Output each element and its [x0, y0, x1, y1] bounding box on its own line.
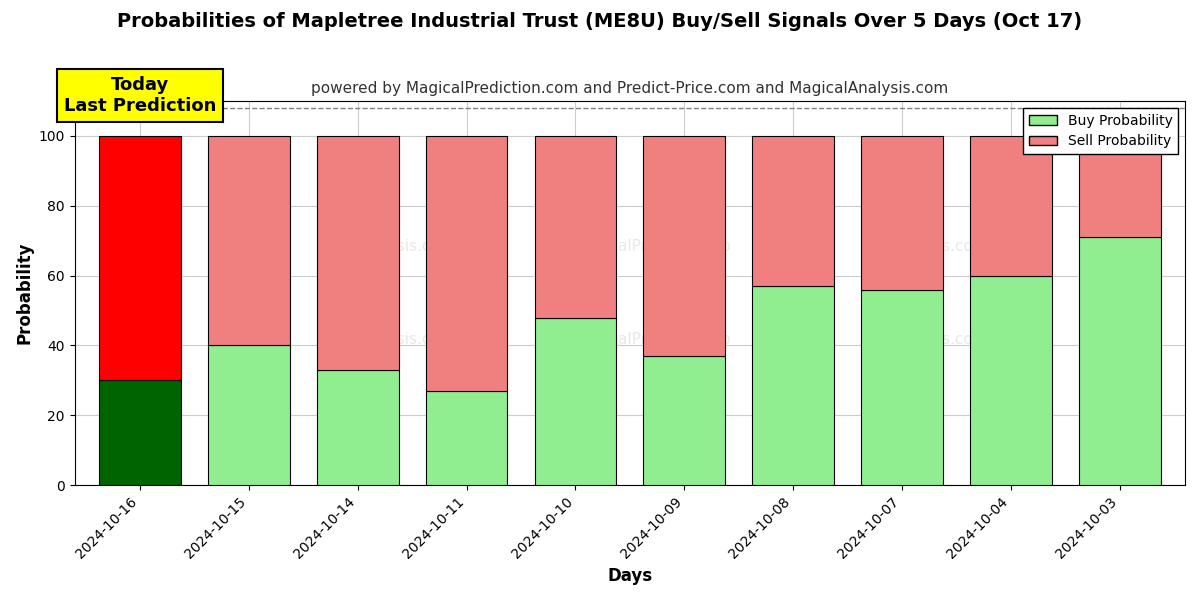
- Bar: [752, 136, 834, 286]
- Bar: [1079, 237, 1160, 485]
- Text: MagicalPrediction.co: MagicalPrediction.co: [574, 332, 731, 347]
- Bar: [317, 136, 398, 370]
- Title: powered by MagicalPrediction.com and Predict-Price.com and MagicalAnalysis.com: powered by MagicalPrediction.com and Pre…: [311, 80, 948, 95]
- Bar: [426, 391, 508, 485]
- Bar: [534, 317, 617, 485]
- Text: MagicalPrediction.co: MagicalPrediction.co: [574, 239, 731, 254]
- Bar: [970, 136, 1051, 275]
- Bar: [643, 136, 725, 356]
- Bar: [426, 136, 508, 391]
- X-axis label: Days: Days: [607, 567, 653, 585]
- Legend: Buy Probability, Sell Probability: Buy Probability, Sell Probability: [1024, 108, 1178, 154]
- Text: calAnalysis.co: calAnalysis.co: [331, 332, 439, 347]
- Bar: [208, 346, 289, 485]
- Bar: [862, 290, 943, 485]
- Bar: [1079, 136, 1160, 237]
- Y-axis label: Probability: Probability: [16, 242, 34, 344]
- Bar: [100, 380, 181, 485]
- Bar: [970, 275, 1051, 485]
- Bar: [534, 136, 617, 317]
- Bar: [752, 286, 834, 485]
- Bar: [100, 136, 181, 380]
- Bar: [643, 356, 725, 485]
- Text: calAnalysis.co: calAnalysis.co: [865, 239, 972, 254]
- Bar: [862, 136, 943, 290]
- Text: Probabilities of Mapletree Industrial Trust (ME8U) Buy/Sell Signals Over 5 Days : Probabilities of Mapletree Industrial Tr…: [118, 12, 1082, 31]
- Bar: [208, 136, 289, 346]
- Text: calAnalysis.co: calAnalysis.co: [865, 332, 972, 347]
- Bar: [317, 370, 398, 485]
- Text: Today
Last Prediction: Today Last Prediction: [64, 76, 216, 115]
- Text: calAnalysis.co: calAnalysis.co: [331, 239, 439, 254]
